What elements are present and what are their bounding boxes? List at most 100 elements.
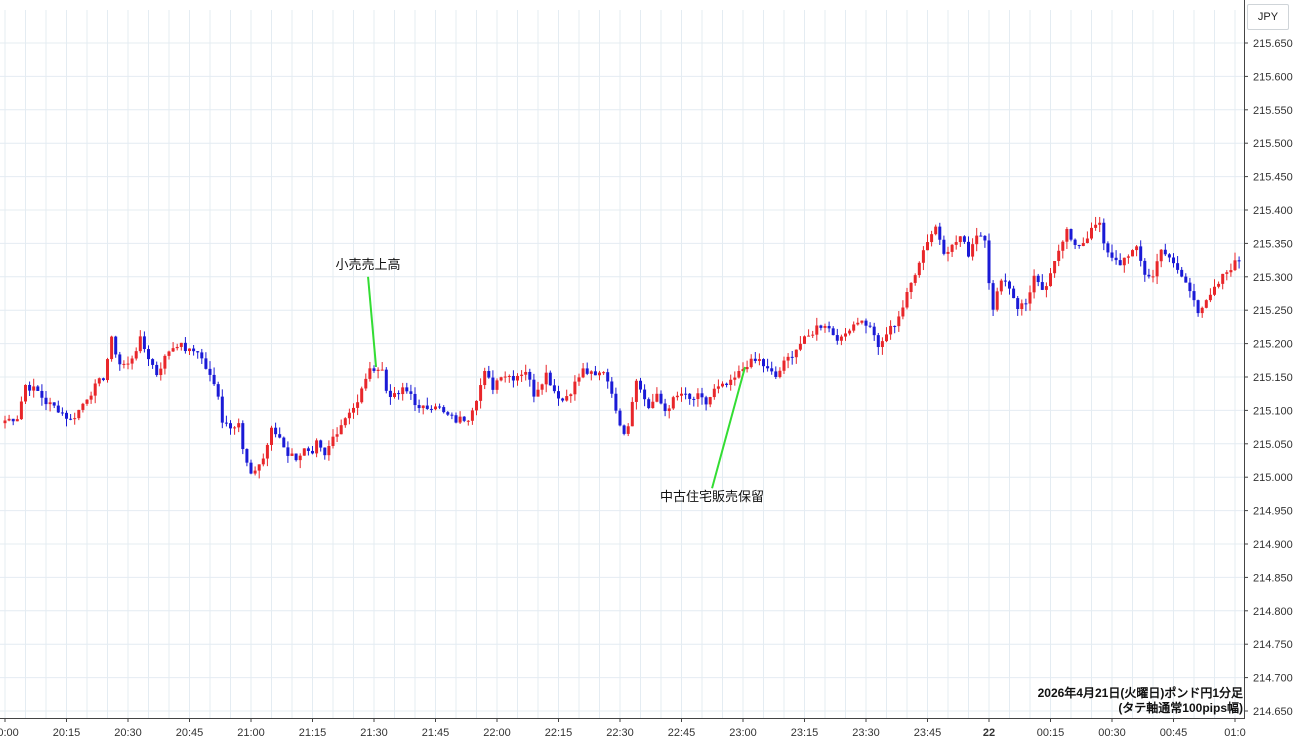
candle-body	[786, 356, 790, 361]
candle	[1061, 240, 1065, 259]
candle-body	[901, 307, 905, 317]
candle	[208, 361, 212, 382]
candle	[815, 317, 819, 341]
candle	[397, 390, 401, 400]
x-tick-label: 20:30	[114, 727, 142, 739]
currency-selector[interactable]: JPY	[1247, 4, 1289, 30]
candle-body	[364, 378, 368, 389]
annotation-label: 小売売上高	[336, 257, 401, 273]
candle-body	[1221, 273, 1225, 284]
candle	[561, 397, 565, 403]
candle-body	[934, 226, 938, 235]
candle-body	[372, 368, 376, 371]
candle	[593, 365, 597, 376]
candle-body	[1049, 273, 1052, 287]
y-tick-label: 214.700	[1253, 673, 1293, 685]
candle-body	[651, 401, 655, 409]
candle	[688, 392, 692, 405]
candle	[598, 370, 601, 381]
candle-body	[1012, 288, 1016, 299]
candle	[278, 427, 282, 439]
candle-body	[667, 408, 671, 412]
y-tick-label: 214.750	[1253, 639, 1293, 651]
candle	[1122, 257, 1126, 273]
candle-body	[868, 325, 872, 327]
candle-body	[1196, 300, 1200, 314]
candle	[372, 365, 376, 373]
candle-body	[864, 320, 868, 326]
candle	[827, 321, 831, 333]
candle	[524, 364, 528, 381]
candle-body	[224, 422, 228, 424]
candle	[1057, 244, 1061, 267]
candle	[835, 328, 839, 345]
candle	[1184, 273, 1188, 283]
candle-body	[520, 374, 524, 376]
candle-body	[507, 375, 511, 377]
candle-body	[261, 458, 265, 465]
candle	[1172, 253, 1175, 268]
candle	[24, 384, 27, 404]
candle	[786, 353, 790, 369]
candle-body	[893, 325, 897, 327]
candle-body	[909, 282, 913, 293]
candle	[737, 365, 741, 379]
candle-body	[1040, 282, 1044, 290]
candle-body	[388, 390, 392, 397]
candle-body	[979, 235, 983, 237]
candle	[536, 381, 540, 397]
candle-body	[208, 368, 212, 375]
candle	[475, 400, 478, 416]
candle-body	[880, 341, 884, 348]
candle-body	[852, 324, 856, 331]
candle	[220, 389, 224, 429]
x-tick-label: 23:30	[852, 727, 880, 739]
candle-body	[483, 371, 487, 386]
candle-body	[97, 378, 101, 384]
candle	[339, 419, 343, 435]
candle-body	[1069, 229, 1073, 240]
candle	[1069, 228, 1073, 242]
candle-body	[753, 358, 757, 361]
candle-body	[684, 393, 688, 395]
candle-body	[278, 434, 282, 438]
candle-body	[930, 234, 934, 243]
candle-body	[32, 386, 36, 391]
candle-body	[778, 370, 782, 377]
candle	[634, 378, 638, 410]
candle	[630, 397, 634, 427]
candle	[364, 373, 368, 391]
candle	[1094, 216, 1098, 231]
y-tick-label: 214.800	[1253, 606, 1293, 618]
candle-body	[188, 348, 191, 352]
candle	[360, 386, 364, 404]
candle	[991, 280, 995, 317]
candle-body	[499, 377, 503, 381]
candle	[962, 235, 966, 244]
candle	[1233, 252, 1237, 271]
candle	[32, 378, 36, 398]
candle-body	[118, 354, 122, 365]
candle	[1044, 282, 1048, 298]
candle	[196, 351, 200, 359]
candle-body	[552, 385, 556, 392]
candle-body	[794, 349, 798, 358]
candle-body	[1126, 256, 1130, 258]
candle	[425, 397, 429, 410]
candle-body	[470, 410, 474, 421]
candle-body	[639, 380, 642, 390]
candle-body	[159, 368, 163, 376]
candle-body	[1213, 286, 1216, 295]
candle-body	[823, 325, 827, 328]
candle	[852, 321, 856, 333]
candle-body	[962, 236, 966, 242]
candle	[1012, 285, 1016, 299]
candle	[134, 347, 138, 361]
candle	[7, 414, 11, 422]
candle	[249, 459, 253, 475]
candle-body	[708, 397, 712, 405]
candle	[979, 232, 983, 237]
candle	[675, 391, 679, 401]
candle-body	[712, 388, 716, 398]
